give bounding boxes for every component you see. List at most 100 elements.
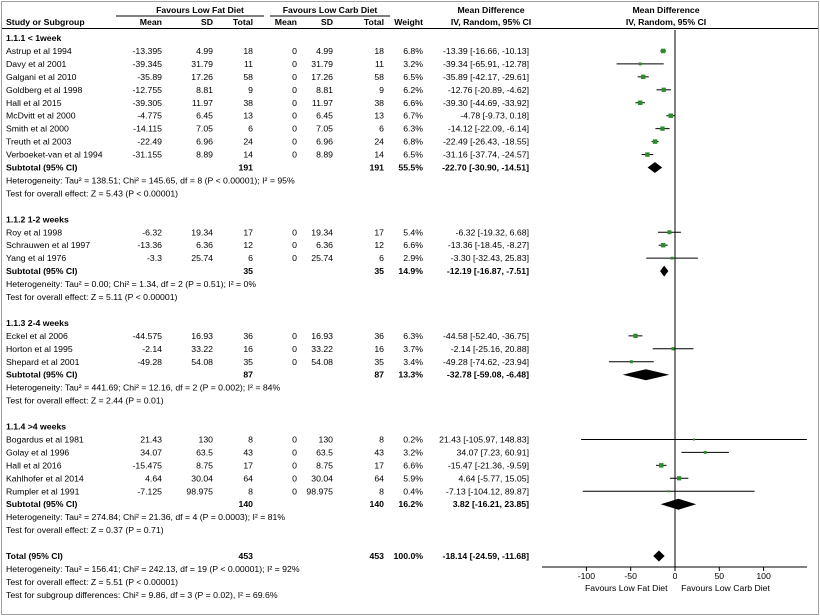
mean1-value: -44.575 — [133, 331, 163, 341]
study-name: Roy et al 1998 — [6, 227, 62, 237]
study-name: Eckel et al 2006 — [6, 331, 68, 341]
group1-header: Favours Low Fat Diet — [156, 5, 244, 15]
sd2-header: SD — [321, 17, 333, 27]
weight-value: 3.4% — [403, 357, 423, 367]
total2-value: 43 — [374, 447, 384, 457]
sd1-value: 8.81 — [196, 85, 213, 95]
mean-difference-ci: -2.14 [-25.16, 20.88] — [451, 344, 529, 354]
study-name: Treuth et al 2003 — [6, 137, 72, 147]
mean2-value: 0 — [292, 434, 297, 444]
subtotal-weight: 55.5% — [398, 163, 423, 173]
total1-value: 24 — [243, 137, 253, 147]
subtotal-label: Subtotal (95% CI) — [6, 370, 78, 380]
mean1-value: -15.475 — [133, 460, 163, 470]
weight-value: 5.4% — [403, 227, 423, 237]
sd1-value: 98.975 — [186, 486, 213, 496]
total2-value: 17 — [374, 227, 384, 237]
total1-value: 8 — [248, 486, 253, 496]
heterogeneity-text: Heterogeneity: Tau² = 0.00; Chi² = 1.34,… — [6, 279, 256, 289]
mean1-value: -31.155 — [133, 150, 163, 160]
total-label: Total (95% CI) — [6, 551, 63, 561]
mean2-value: 0 — [292, 124, 297, 134]
sd1-value: 31.79 — [191, 59, 213, 69]
sd2-value: 7.05 — [316, 124, 333, 134]
overall-effect-text: Test for overall effect: Z = 2.44 (P = 0… — [6, 396, 164, 406]
sd1-value: 6.45 — [196, 111, 213, 121]
mean2-value: 0 — [292, 253, 297, 263]
mean-difference-ci: -7.13 [-104.12, 89.87] — [446, 486, 529, 496]
total-total1: 453 — [239, 551, 254, 561]
mean-difference-ci: -35.89 [-42.17, -29.61] — [443, 72, 529, 82]
total2-value: 12 — [374, 240, 384, 250]
sd1-value: 54.08 — [191, 357, 213, 367]
mean1-value: -3.3 — [147, 253, 162, 263]
mean-difference-ci: 21.43 [-105.97, 148.83] — [439, 434, 529, 444]
weight-value: 2.9% — [403, 253, 423, 263]
mean1-value: -49.28 — [137, 357, 162, 367]
point-estimate-marker — [637, 100, 643, 105]
subtotal-total1: 191 — [239, 163, 254, 173]
mean-difference-ci: -39.30 [-44.69, -33.92] — [443, 98, 529, 108]
point-estimate-marker — [692, 438, 695, 441]
sd1-value: 6.96 — [196, 137, 213, 147]
mean1-value: -35.89 — [137, 72, 162, 82]
weight-value: 0.4% — [403, 486, 423, 496]
mean-difference-plot-header: Mean Difference — [632, 5, 699, 15]
total2-value: 64 — [374, 473, 384, 483]
mean2-value: 0 — [292, 85, 297, 95]
study-name: Rumpler et al 1991 — [6, 486, 80, 496]
total2-value: 36 — [374, 331, 384, 341]
weight-value: 3.7% — [403, 344, 423, 354]
weight-value: 6.8% — [403, 137, 423, 147]
total1-value: 16 — [243, 344, 253, 354]
table-header: Favours Low Fat Diet Favours Low Carb Di… — [2, 5, 818, 29]
subtotal-total2: 87 — [374, 370, 384, 380]
weight-value: 6.3% — [403, 124, 423, 134]
total-weight: 100.0% — [394, 551, 424, 561]
subtotal-label: Subtotal (95% CI) — [6, 163, 78, 173]
sd1-value: 7.05 — [196, 124, 213, 134]
study-name: Bogardus et al 1981 — [6, 434, 84, 444]
total2-value: 24 — [374, 137, 384, 147]
total2-value: 38 — [374, 98, 384, 108]
point-estimate-marker — [667, 490, 670, 493]
total2-header: Total — [364, 17, 384, 27]
mean-difference-ci: -12.76 [-20.89, -4.62] — [448, 85, 529, 95]
total1-value: 18 — [243, 46, 253, 56]
subtotal-total2: 191 — [370, 163, 385, 173]
total1-value: 43 — [243, 447, 253, 457]
subtotal-ci: 3.82 [-16.21, 23.85] — [453, 499, 529, 509]
study-column-header: Study or Subgroup — [6, 17, 85, 27]
sd1-value: 17.26 — [191, 72, 213, 82]
total-total2: 453 — [370, 551, 385, 561]
total1-value: 14 — [243, 150, 253, 160]
weight-value: 3.2% — [403, 447, 423, 457]
subtotal-total1: 140 — [239, 499, 254, 509]
ci-method-header: IV, Random, 95% CI — [451, 17, 531, 27]
sd1-value: 11.97 — [192, 98, 213, 108]
x-axis-tick-label: -50 — [624, 571, 637, 581]
sd1-value: 8.89 — [196, 150, 213, 160]
total1-value: 12 — [243, 240, 253, 250]
total2-value: 8 — [379, 486, 384, 496]
mean-difference-ci: -14.12 [-22.09, -6.14] — [448, 124, 529, 134]
total2-value: 16 — [374, 344, 384, 354]
sd2-value: 6.45 — [316, 111, 333, 121]
total2-value: 8 — [379, 434, 384, 444]
x-axis-tick-label: 50 — [714, 571, 724, 581]
mean2-value: 0 — [292, 486, 297, 496]
mean1-value: -39.345 — [133, 59, 163, 69]
sd2-value: 6.36 — [316, 240, 333, 250]
mean-difference-ci: -13.36 [-18.45, -8.27] — [448, 240, 529, 250]
total2-value: 35 — [374, 357, 384, 367]
mean2-value: 0 — [292, 460, 297, 470]
total-diamond — [653, 550, 665, 562]
total1-value: 6 — [248, 253, 253, 263]
mean1-value: 4.64 — [145, 473, 162, 483]
total1-value: 6 — [248, 124, 253, 134]
sd1-header: SD — [201, 17, 213, 27]
weight-value: 5.9% — [403, 473, 423, 483]
mean2-value: 0 — [292, 150, 297, 160]
point-estimate-marker — [660, 48, 666, 54]
